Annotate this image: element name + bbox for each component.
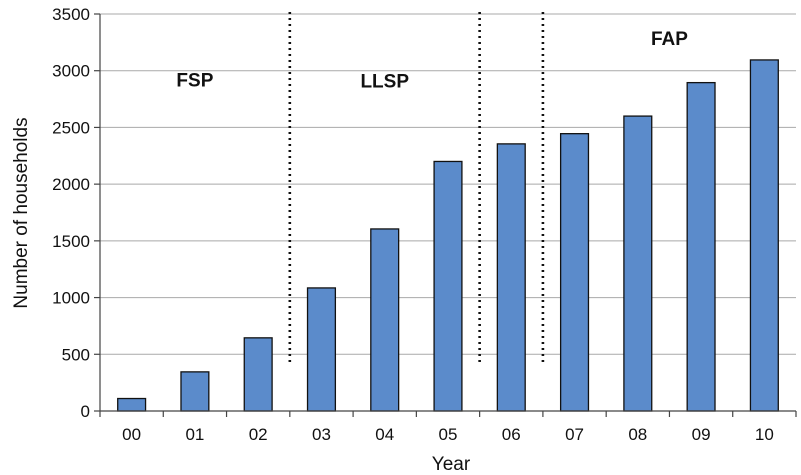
period-label-fap: FAP xyxy=(651,29,688,50)
bar-01 xyxy=(180,371,210,412)
bar-07 xyxy=(559,133,590,412)
x-tick-label-08: 08 xyxy=(628,425,647,444)
bar-00 xyxy=(117,397,147,412)
bar-10 xyxy=(749,59,779,412)
y-tick-label-3500: 3500 xyxy=(52,5,90,24)
y-tick-label-1500: 1500 xyxy=(52,232,90,251)
x-tick-label-07: 07 xyxy=(565,425,584,444)
bar-05 xyxy=(433,160,463,412)
y-tick-label-2500: 2500 xyxy=(52,118,90,137)
bar-04 xyxy=(370,228,400,412)
y-tick-label-3000: 3000 xyxy=(52,62,90,81)
y-tick-label-2000: 2000 xyxy=(52,175,90,194)
bar-02 xyxy=(243,337,273,412)
period-dividers xyxy=(288,12,545,364)
y-tick-label-500: 500 xyxy=(62,345,90,364)
y-axis-title: Number of households xyxy=(11,117,32,308)
x-tick-label-05: 05 xyxy=(439,425,458,444)
x-tick-label-03: 03 xyxy=(312,425,331,444)
bars xyxy=(117,59,779,412)
y-tick-label-1000: 1000 xyxy=(52,289,90,308)
x-tick-label-01: 01 xyxy=(185,425,204,444)
x-axis-title: Year xyxy=(432,454,471,475)
x-tick-label-00: 00 xyxy=(122,425,141,444)
x-tick-label-09: 09 xyxy=(692,425,711,444)
bar-09 xyxy=(686,81,716,412)
x-tick-label-02: 02 xyxy=(249,425,268,444)
axes xyxy=(94,13,797,417)
bar-03 xyxy=(306,287,337,412)
x-tick-label-04: 04 xyxy=(375,425,394,444)
bar-06 xyxy=(496,143,526,412)
y-tick-label-0: 0 xyxy=(81,402,90,421)
labels: 0 500 1000 1500 2000 2500 3000 3500 00 01 02 03 04 05… xyxy=(52,5,774,444)
period-label-fsp: FSP xyxy=(176,71,213,92)
x-tick-label-10: 10 xyxy=(755,425,774,444)
x-tick-label-06: 06 xyxy=(502,425,521,444)
bar-08 xyxy=(623,115,653,412)
period-label-llsp: LLSP xyxy=(360,72,409,93)
